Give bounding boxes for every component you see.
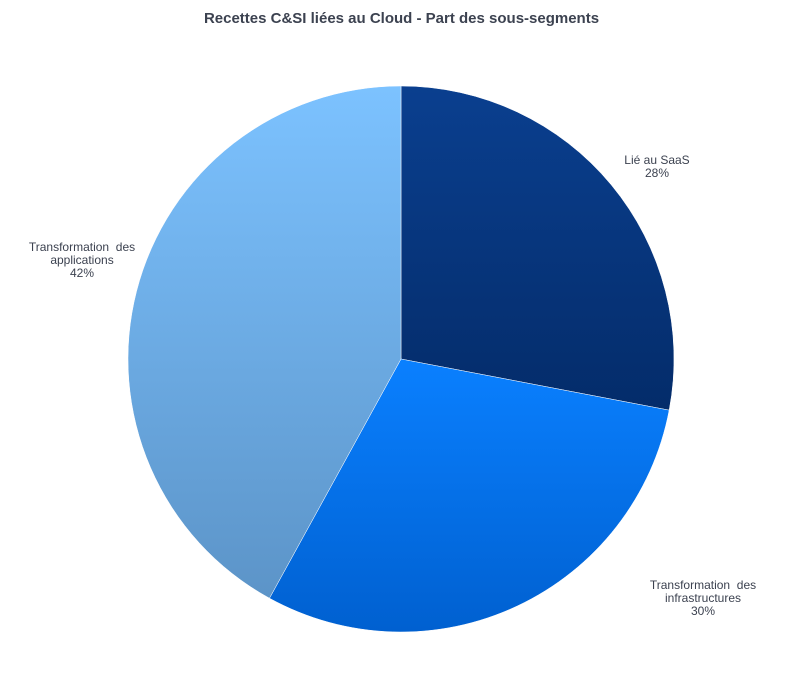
- slice-value-label: 28%: [645, 166, 669, 180]
- pie-labels: Lié au SaaS 28%Transformation des infrastr…: [29, 153, 756, 618]
- slice-name-label: Transformation des: [650, 578, 756, 592]
- pie-slices: [127, 85, 675, 633]
- slice-name-label: infrastructures: [665, 591, 741, 605]
- chart-title: Recettes C&SI liées au Cloud - Part des …: [203, 10, 600, 27]
- slice-value-label: 42%: [70, 266, 94, 280]
- pie-slice-3: [127, 85, 402, 599]
- slice-name-label: applications: [50, 253, 113, 267]
- slice-label-2: Transformation des infrastructures 30%: [650, 578, 756, 618]
- pie-slice-2: [269, 358, 670, 633]
- slice-label-3: Transformation des applications 42%: [29, 240, 135, 280]
- slice-name-label: Lié au SaaS: [624, 153, 689, 167]
- slice-name-label: Transformation des: [29, 240, 135, 254]
- pie-slice-1: [400, 85, 675, 411]
- slice-value-label: 30%: [691, 604, 715, 618]
- slice-label-1: Lié au SaaS 28%: [624, 153, 689, 180]
